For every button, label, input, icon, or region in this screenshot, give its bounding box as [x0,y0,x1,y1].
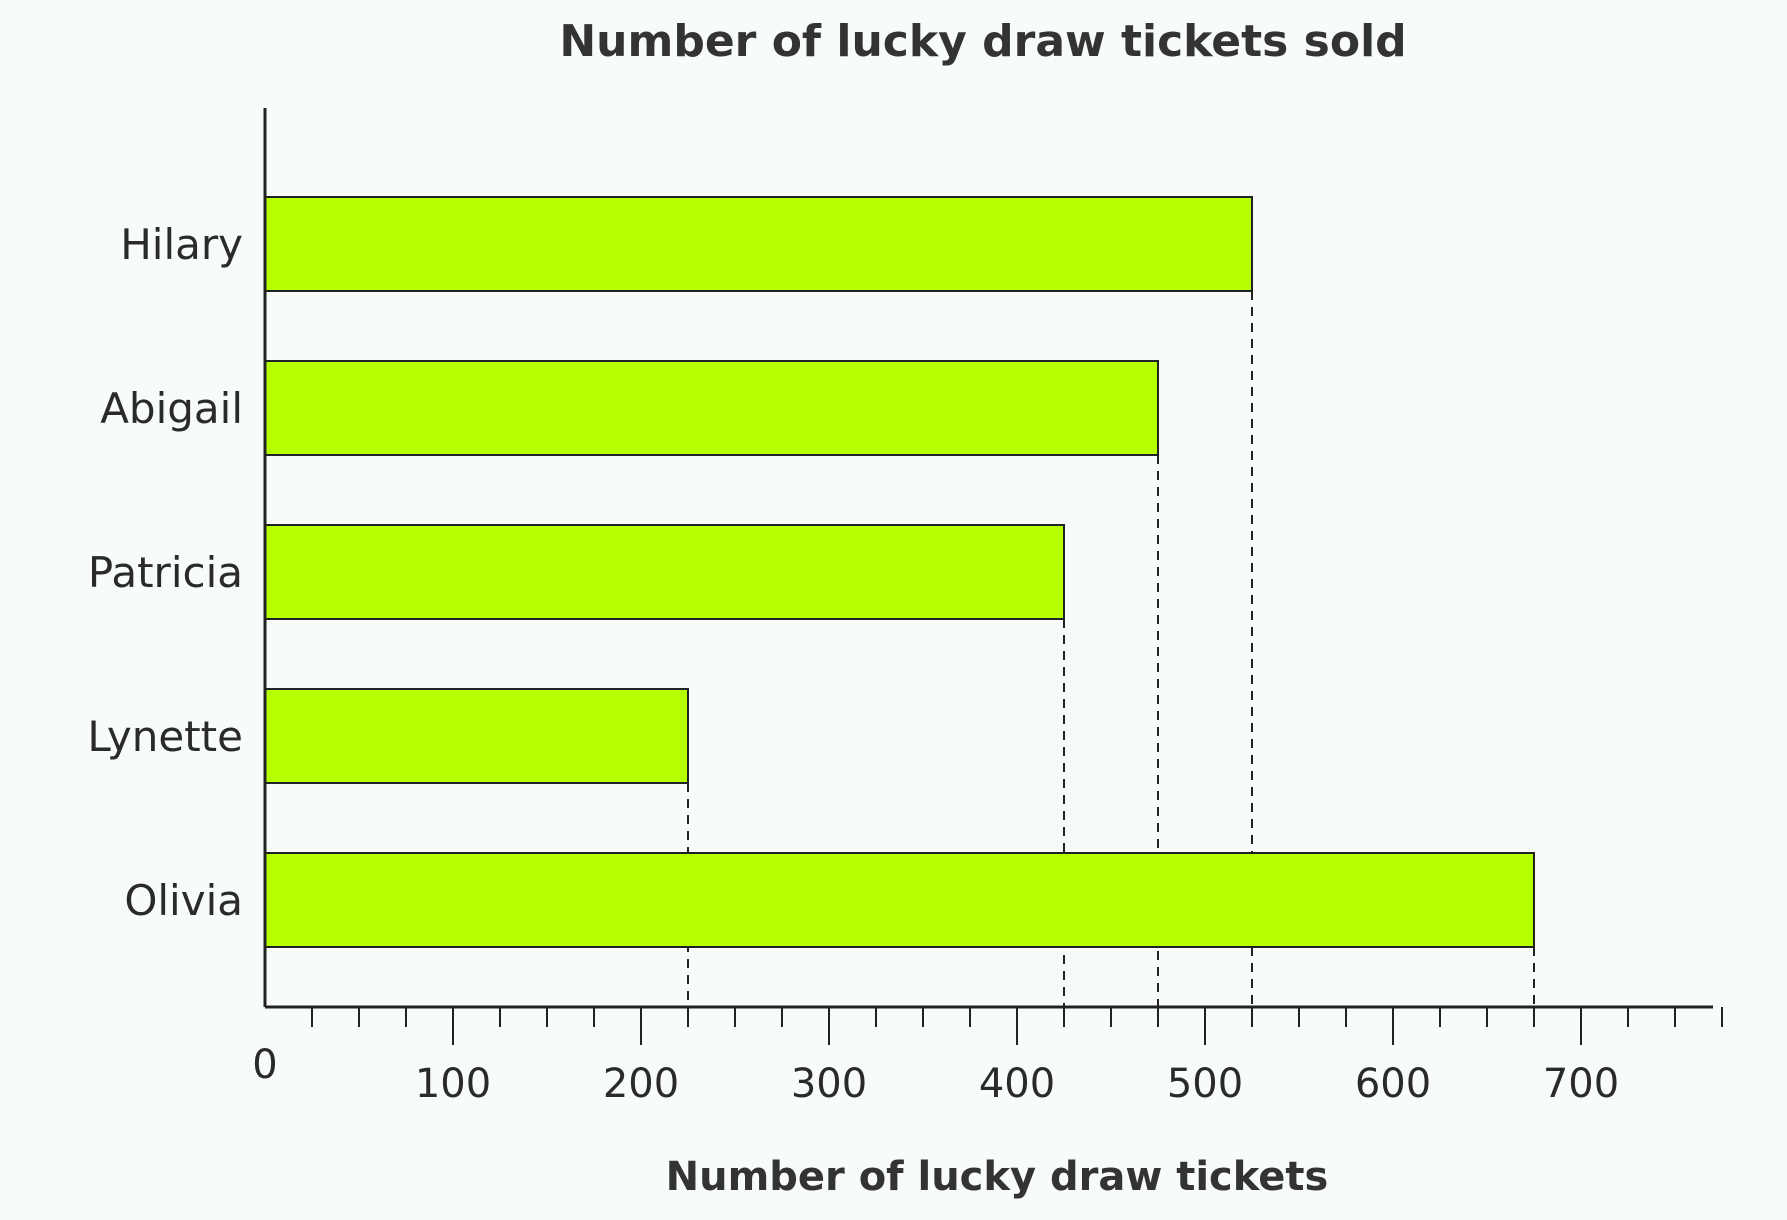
x-tick-label-700: 700 [1543,1061,1619,1107]
bar-hilary [264,196,1253,292]
bar-abigail [264,360,1159,456]
category-labels: Hilary Abigail Patricia Lynette Olivia [87,220,243,925]
x-tick-label-100: 100 [415,1061,491,1107]
category-label-hilary: Hilary [120,220,243,269]
axes-group [263,108,1713,1009]
category-label-olivia: Olivia [124,876,243,925]
x-tick-label-600: 600 [1355,1061,1431,1107]
x-tick-label-300: 300 [791,1061,867,1107]
category-label-patricia: Patricia [88,548,243,597]
x-tick-label-200: 200 [603,1061,679,1107]
bars-group [264,196,1535,948]
x-tick-labels: 0 100 200 300 400 500 600 700 [252,1042,1619,1107]
x-ticks [311,1007,1723,1045]
x-tick-label-500: 500 [1167,1061,1243,1107]
bar-patricia [264,524,1065,620]
x-tick-label-400: 400 [979,1061,1055,1107]
category-label-abigail: Abigail [100,384,243,433]
x-tick-label-0: 0 [252,1042,277,1088]
x-axis-label: Number of lucky draw tickets [666,1154,1329,1200]
category-label-lynette: Lynette [87,712,243,761]
bar-lynette [264,688,689,784]
bar-olivia [264,852,1535,948]
chart-title: Number of lucky draw tickets sold [559,16,1406,67]
